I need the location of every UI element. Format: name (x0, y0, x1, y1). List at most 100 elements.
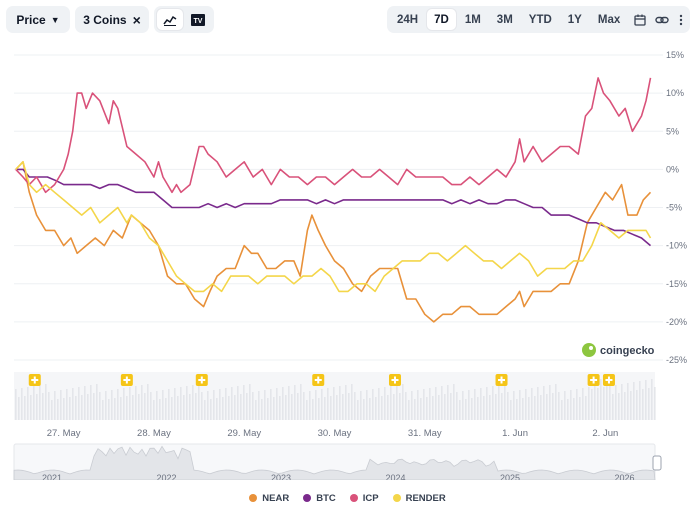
volume-bar (351, 384, 353, 420)
range-3m-button[interactable]: 3M (496, 13, 513, 26)
volume-bar (396, 385, 398, 420)
coins-filter-button[interactable]: 3 Coins × (75, 6, 149, 33)
navigator-year-label: 2022 (157, 473, 177, 480)
legend-item-render[interactable]: RENDER (392, 490, 446, 506)
navigator-year-label: 2024 (386, 473, 406, 480)
volume-bar (552, 393, 554, 420)
volume-bar (495, 394, 497, 420)
calendar-icon[interactable] (629, 9, 650, 30)
volume-bar (354, 392, 356, 420)
y-tick-label: -5% (666, 203, 682, 213)
event-marker[interactable] (312, 374, 325, 386)
range-ytd-button[interactable]: YTD (528, 13, 552, 26)
link-icon[interactable] (652, 9, 673, 30)
legend-dot (303, 494, 312, 502)
volume-bar (303, 392, 305, 420)
volume-bar (102, 400, 104, 420)
volume-bar (429, 388, 431, 420)
volume-bar (513, 391, 515, 420)
volume-bar (651, 379, 653, 420)
volume-bar (108, 399, 110, 420)
volume-bar (549, 385, 551, 420)
volume-bar (447, 385, 449, 420)
volume-bar (453, 384, 455, 420)
volume-bar (456, 392, 458, 420)
series-line-render[interactable] (15, 161, 652, 293)
volume-bar (366, 390, 368, 420)
more-icon[interactable] (674, 9, 687, 30)
volume-bar (195, 393, 197, 420)
volume-bar (99, 392, 101, 420)
event-marker[interactable] (120, 374, 133, 386)
volume-bar (150, 392, 152, 420)
volume-bar (333, 387, 335, 420)
volume-bar (156, 391, 158, 420)
volume-bar (633, 382, 635, 420)
volume-bar (582, 388, 584, 420)
price-dropdown[interactable]: Price ▼ (6, 6, 70, 33)
price-dropdown-button[interactable]: Price ▼ (6, 6, 70, 33)
volume-bar (642, 389, 644, 420)
navigator-area (13, 445, 656, 480)
volume-bar (630, 391, 632, 420)
range-max-button[interactable]: Max (597, 13, 621, 26)
range-7d-button[interactable]: 7D (427, 9, 456, 30)
series-line-btc[interactable] (15, 168, 652, 247)
legend-dot (249, 494, 258, 502)
volume-bar (126, 396, 128, 420)
event-marker[interactable] (28, 374, 41, 386)
volume-bar (489, 395, 491, 420)
volume-bar (375, 397, 377, 420)
y-axis: 15% 10% 5% 0% -5% -10% -15% -20% -25% (666, 50, 687, 365)
legend-item-near[interactable]: NEAR (249, 490, 289, 506)
volume-bar (129, 387, 131, 420)
volume-bar (504, 384, 506, 420)
volume-bar (120, 397, 122, 420)
coins-filter[interactable]: 3 Coins × (75, 6, 149, 33)
legend-label: RENDER (405, 492, 446, 504)
volume-bar (78, 387, 80, 420)
range-1m-button[interactable]: 1M (464, 13, 481, 26)
line-chart-icon[interactable] (157, 9, 183, 30)
volume-bar (189, 394, 191, 420)
volume-bar (33, 386, 35, 420)
series-line-icp[interactable] (15, 77, 652, 194)
volume-bar (234, 395, 236, 420)
volume-bar (546, 394, 548, 420)
volume-bars (14, 372, 656, 420)
range-1y-button[interactable]: 1Y (567, 13, 582, 26)
volume-bar (252, 392, 254, 420)
navigator[interactable]: 2021 2022 2023 2024 2025 2026 (13, 443, 662, 480)
series-line-near[interactable] (15, 161, 652, 323)
event-marker[interactable] (587, 374, 600, 386)
event-marker[interactable] (195, 374, 208, 386)
volume-bar (567, 399, 569, 420)
legend-item-btc[interactable]: BTC (303, 490, 336, 506)
event-marker[interactable] (602, 374, 615, 386)
event-marker[interactable] (495, 374, 508, 386)
x-tick-label: 31. May (408, 428, 442, 439)
volume-bar (627, 383, 629, 420)
volume-bar (207, 391, 209, 420)
volume-bar (45, 384, 47, 420)
volume-bar (342, 394, 344, 420)
tradingview-icon[interactable]: TV (186, 9, 212, 30)
coins-filter-label: 3 Coins (83, 12, 127, 27)
volume-bar (180, 387, 182, 420)
volume-bar (276, 388, 278, 420)
range-24h-button[interactable]: 24H (397, 13, 419, 26)
volume-bar (159, 399, 161, 420)
legend-item-icp[interactable]: ICP (349, 490, 379, 506)
close-icon[interactable]: × (132, 11, 141, 28)
coingecko-logo-icon (582, 343, 596, 357)
event-marker[interactable] (388, 374, 401, 386)
volume-bar (621, 384, 623, 420)
volume-bar (231, 387, 233, 420)
navigator-handle[interactable] (652, 455, 662, 471)
volume-bar (330, 396, 332, 420)
volume-bar (459, 400, 461, 420)
volume-bar (636, 390, 638, 420)
volume-bar (591, 389, 593, 420)
volume-bar (24, 396, 26, 420)
volume-bar (171, 397, 173, 420)
